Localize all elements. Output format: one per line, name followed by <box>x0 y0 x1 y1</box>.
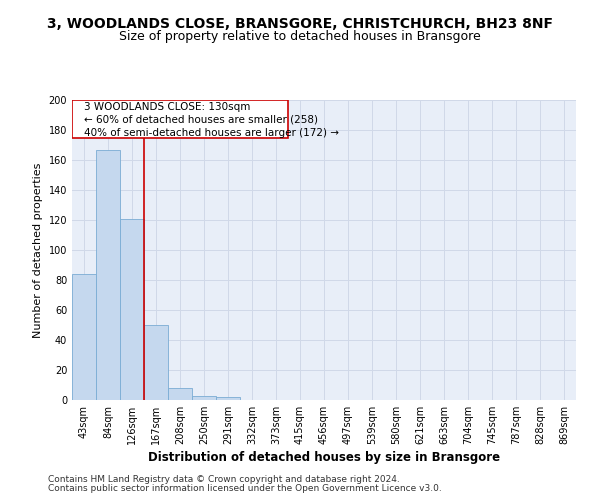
Bar <box>120 218 144 400</box>
Text: Contains public sector information licensed under the Open Government Licence v3: Contains public sector information licen… <box>48 484 442 493</box>
Bar <box>192 396 216 400</box>
Y-axis label: Number of detached properties: Number of detached properties <box>33 162 43 338</box>
Bar <box>96 150 120 400</box>
Bar <box>216 397 240 400</box>
Text: 3, WOODLANDS CLOSE, BRANSGORE, CHRISTCHURCH, BH23 8NF: 3, WOODLANDS CLOSE, BRANSGORE, CHRISTCHU… <box>47 18 553 32</box>
Bar <box>168 388 192 400</box>
FancyBboxPatch shape <box>72 100 288 138</box>
Text: Size of property relative to detached houses in Bransgore: Size of property relative to detached ho… <box>119 30 481 43</box>
Bar <box>72 274 96 400</box>
Bar <box>144 325 168 400</box>
Text: Distribution of detached houses by size in Bransgore: Distribution of detached houses by size … <box>148 451 500 464</box>
Text: 3 WOODLANDS CLOSE: 130sqm
← 60% of detached houses are smaller (258)
40% of semi: 3 WOODLANDS CLOSE: 130sqm ← 60% of detac… <box>84 102 339 138</box>
Text: Contains HM Land Registry data © Crown copyright and database right 2024.: Contains HM Land Registry data © Crown c… <box>48 475 400 484</box>
